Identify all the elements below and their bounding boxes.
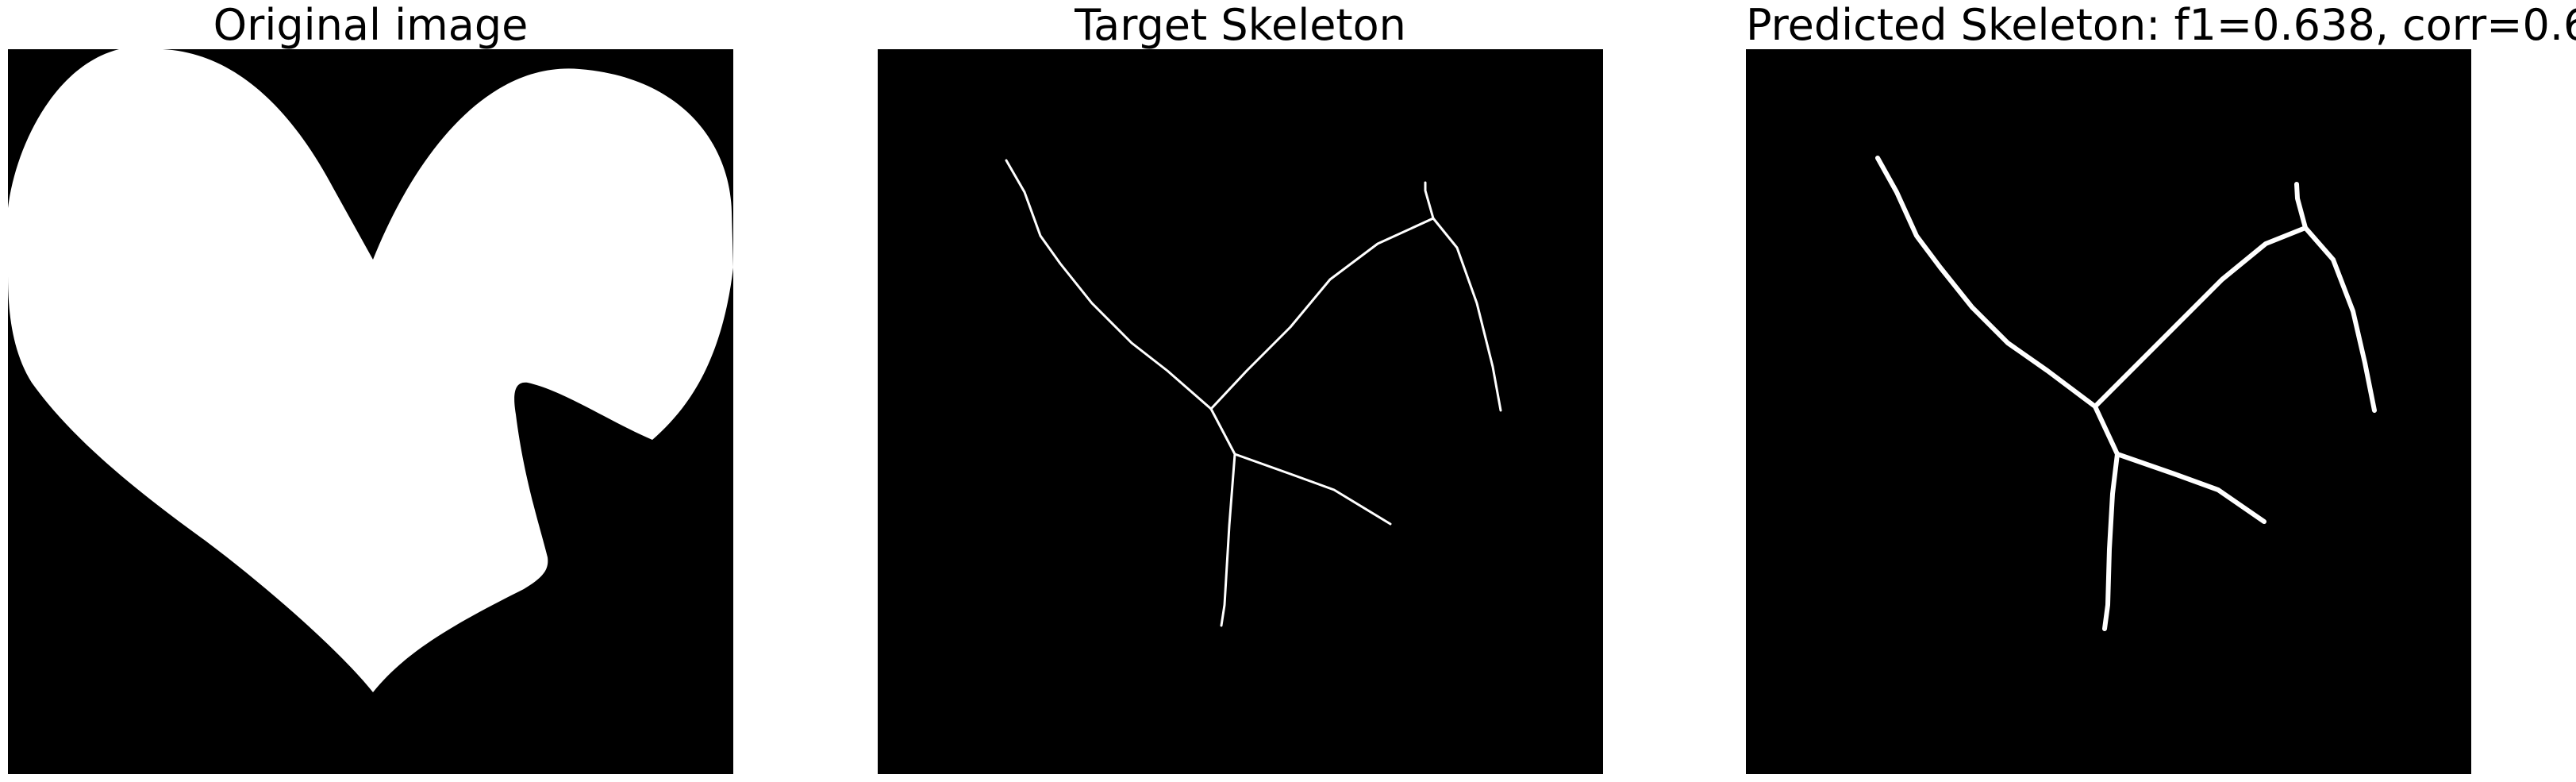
panel-title-target: Target Skeleton <box>1075 0 1406 50</box>
target-branch-right <box>1432 217 1502 412</box>
heart-shape-mask <box>8 49 733 692</box>
panel-title-original: Original image <box>213 0 529 50</box>
target-branch-center-right <box>1209 217 1435 410</box>
predicted-branch-lower-down <box>2102 452 2120 631</box>
target-skeleton-panel <box>878 49 1603 774</box>
panel-title-predicted: Predicted Skeleton: f1=0.638, corr=0.684 <box>1746 0 2576 50</box>
predicted-branch-center-right <box>2093 225 2308 409</box>
predicted-skeleton-panel <box>1746 49 2471 774</box>
target-branch-lower-junction <box>1209 407 1236 456</box>
target-branch-lower-down <box>1220 453 1236 627</box>
original-image-panel <box>8 49 733 774</box>
target-branch-top-tip <box>1424 181 1435 220</box>
target-branch-lower-right <box>1233 453 1392 526</box>
predicted-branch-lower-junction <box>2093 404 2120 456</box>
predicted-image-background <box>1746 49 2471 774</box>
target-image-background <box>878 49 1603 774</box>
predicted-branch-lower-right <box>2115 452 2266 524</box>
predicted-branch-right <box>2303 225 2377 413</box>
predicted-branch-upper-left <box>1875 156 2097 409</box>
predicted-branch-top-tip <box>2294 182 2308 230</box>
target-branch-upper-left <box>1005 159 1213 410</box>
